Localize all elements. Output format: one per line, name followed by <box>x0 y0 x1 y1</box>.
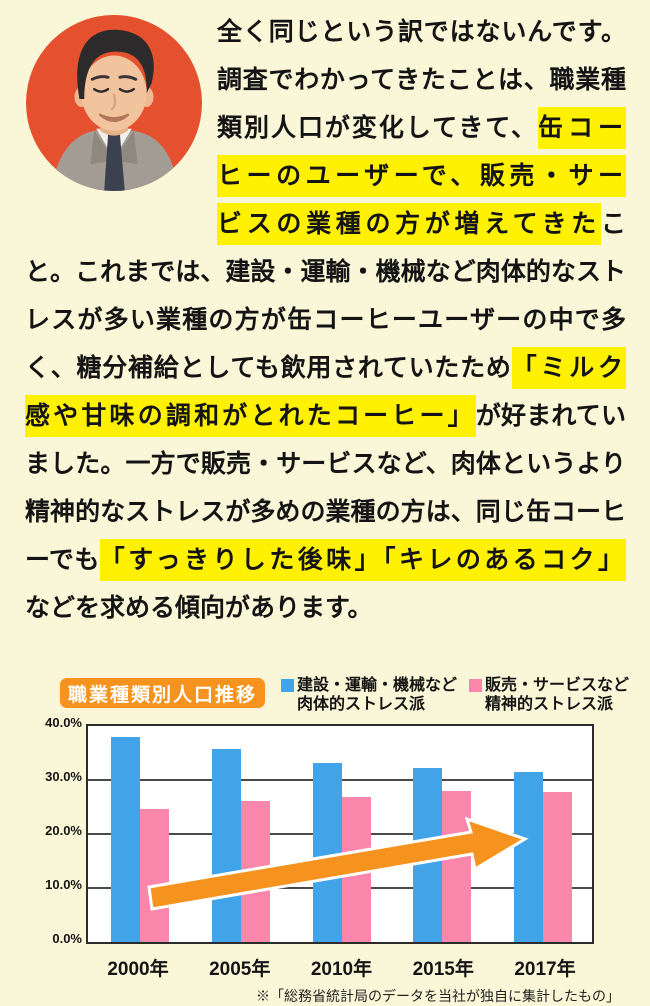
hair-fringe <box>82 32 152 60</box>
avatar <box>25 8 217 202</box>
legend-label: 肉体的ストレス派 <box>297 696 426 713</box>
bar-group-2000年 <box>111 726 169 942</box>
nose <box>110 93 117 111</box>
chart-title-badge: 職業種類別人口推移 <box>58 676 267 710</box>
legend-label: 建設・運輸・機械など <box>297 677 458 694</box>
eye-right <box>118 87 136 93</box>
bar <box>543 792 572 942</box>
mouth <box>98 113 130 123</box>
tie <box>104 134 125 192</box>
trend-arrow <box>147 816 529 911</box>
legend-item-blue: 建設・運輸・機械など 肉体的ストレス派 <box>281 676 457 714</box>
highlighted-text: 「キレのあるコク」 <box>383 539 626 581</box>
y-tick-label: 30.0% <box>45 769 82 784</box>
x-tick-label: 2000年 <box>107 959 169 980</box>
bar <box>514 772 543 942</box>
x-tick-label: 2017年 <box>514 959 576 980</box>
x-tick-label: 2015年 <box>412 959 474 980</box>
x-tick-label: 2010年 <box>310 959 373 980</box>
body-text-run: などを求める傾向があります。 <box>25 594 373 622</box>
eyebrow-left <box>90 75 110 81</box>
bar <box>312 763 342 942</box>
chart-area: 40.0% 30.0% 20.0% 10.0% 0.0% <box>45 715 650 948</box>
x-tick-label: 2005年 <box>209 959 271 980</box>
chart-section: 職業種類別人口推移 建設・運輸・機械など 肉体的ストレス派 販売・サービスなど … <box>0 676 650 1006</box>
legend-swatch-pink <box>469 679 483 692</box>
body-text-run: が好まれていました。一方で販売・サービスなど、肉体というより精神的なストレスが多… <box>25 402 626 574</box>
body-text-run: こと。これまでは、建設・運輸・機械など肉体的なストレスが多い業種の方が缶コーヒー… <box>25 210 626 382</box>
body-text-run: 全く同じという訳ではないんです。調査でわかってきたことは、職業種類別人口が変化し… <box>217 18 626 142</box>
highlighted-text: 「すっきりした後味」 <box>99 539 384 581</box>
x-axis-labels: 2000年 2005年 2010年 2015年 2017年 <box>86 948 594 981</box>
face <box>81 55 147 131</box>
legend-label: 販売・サービスなど <box>485 677 630 694</box>
eyebrow-right <box>118 75 138 81</box>
bar <box>140 808 169 942</box>
y-tick-label: 0.0% <box>52 931 82 946</box>
legend-swatch-blue <box>281 679 294 692</box>
interview-paragraph: 全く同じという訳ではないんです。調査でわかってきたことは、職業種類別人口が変化し… <box>25 8 626 622</box>
chart-legend: 建設・運輸・機械など 肉体的ストレス派 販売・サービスなど 精神的ストレス派 <box>281 676 629 714</box>
legend-item-pink: 販売・サービスなど 精神的ストレス派 <box>469 676 629 714</box>
bar <box>111 736 140 942</box>
eye-left <box>92 87 110 93</box>
interviewee-photo <box>25 14 203 192</box>
legend-label: 精神的ストレス派 <box>485 696 614 713</box>
article-page: { "colors": { "background": "#FAF7D8", "… <box>25 8 630 1004</box>
chart-header: 職業種類別人口推移 建設・運輸・機械など 肉体的ストレス派 販売・サービスなど … <box>58 676 650 714</box>
y-tick-label: 10.0% <box>45 877 82 892</box>
y-tick-label: 20.0% <box>45 823 82 838</box>
bar-group-2017年 <box>514 726 572 942</box>
plot-area <box>86 724 594 944</box>
bar <box>211 749 241 942</box>
y-tick-label: 40.0% <box>45 715 82 730</box>
bar <box>442 790 472 942</box>
chart-footnote: ※「総務省統計局のデータを当社が独自に集計したもの」 <box>256 988 620 1004</box>
